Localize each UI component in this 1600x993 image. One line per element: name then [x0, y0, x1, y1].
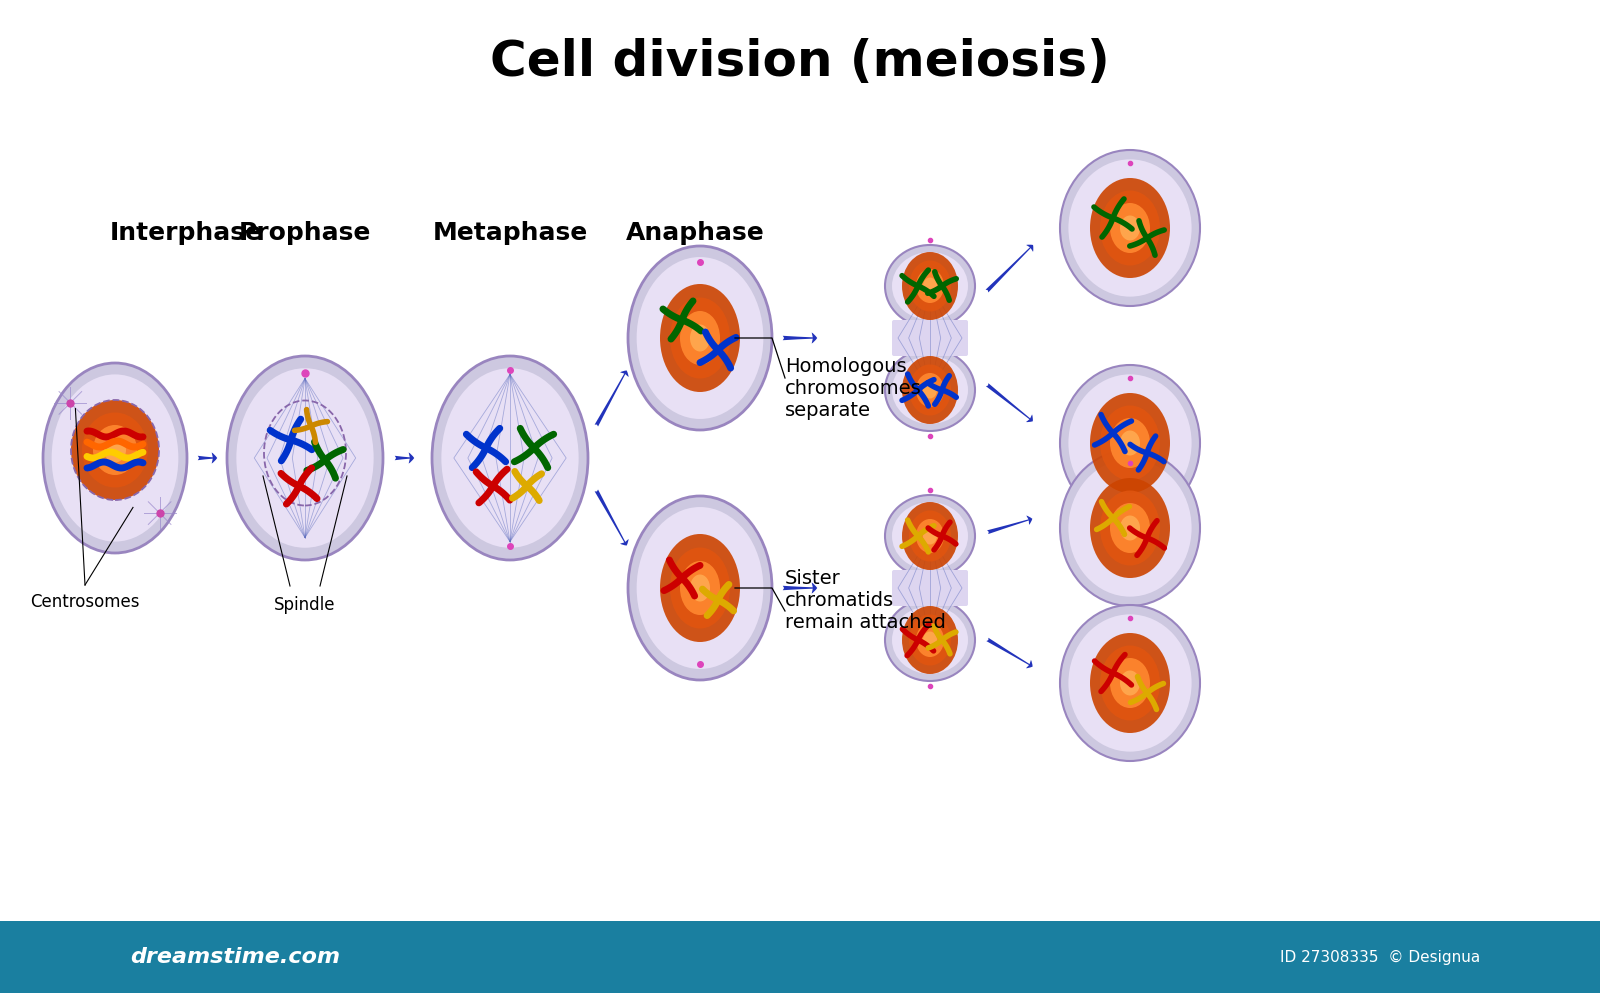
- Ellipse shape: [1110, 203, 1150, 253]
- Ellipse shape: [1101, 405, 1160, 481]
- Ellipse shape: [661, 534, 739, 642]
- Text: Prophase: Prophase: [238, 221, 371, 245]
- Text: Interphase: Interphase: [110, 221, 262, 245]
- Ellipse shape: [690, 325, 710, 352]
- Ellipse shape: [680, 561, 720, 615]
- Ellipse shape: [923, 527, 938, 544]
- Ellipse shape: [893, 356, 968, 424]
- Ellipse shape: [1120, 215, 1139, 240]
- Bar: [0, 921, 1600, 993]
- Ellipse shape: [82, 412, 147, 488]
- Ellipse shape: [1101, 645, 1160, 721]
- Ellipse shape: [909, 615, 950, 665]
- Ellipse shape: [915, 373, 944, 407]
- Ellipse shape: [902, 356, 958, 424]
- Ellipse shape: [885, 245, 974, 327]
- Ellipse shape: [93, 425, 138, 475]
- Text: Cell division (meiosis): Cell division (meiosis): [490, 38, 1110, 86]
- Ellipse shape: [893, 606, 968, 674]
- Ellipse shape: [1059, 450, 1200, 606]
- Text: ID 27308335  © Designua: ID 27308335 © Designua: [1280, 949, 1480, 964]
- Ellipse shape: [104, 438, 126, 463]
- Ellipse shape: [923, 632, 938, 648]
- Ellipse shape: [893, 252, 968, 320]
- Ellipse shape: [923, 381, 938, 398]
- Ellipse shape: [70, 400, 158, 500]
- Ellipse shape: [1110, 503, 1150, 553]
- Ellipse shape: [51, 374, 178, 541]
- FancyBboxPatch shape: [893, 320, 968, 356]
- Ellipse shape: [627, 246, 771, 430]
- Ellipse shape: [1059, 605, 1200, 761]
- Ellipse shape: [680, 311, 720, 365]
- Ellipse shape: [227, 356, 382, 560]
- Ellipse shape: [915, 623, 944, 657]
- Ellipse shape: [1090, 393, 1170, 493]
- Ellipse shape: [885, 349, 974, 431]
- Ellipse shape: [637, 507, 763, 669]
- Text: Centrosomes: Centrosomes: [30, 593, 139, 611]
- Ellipse shape: [1090, 178, 1170, 278]
- Ellipse shape: [1101, 191, 1160, 265]
- Ellipse shape: [1069, 460, 1192, 597]
- Ellipse shape: [432, 356, 589, 560]
- Ellipse shape: [1120, 515, 1139, 540]
- Ellipse shape: [902, 502, 958, 570]
- Ellipse shape: [885, 495, 974, 577]
- Text: Anaphase: Anaphase: [626, 221, 765, 245]
- Ellipse shape: [43, 363, 187, 553]
- Ellipse shape: [915, 269, 944, 303]
- Ellipse shape: [909, 510, 950, 561]
- Text: Spindle: Spindle: [274, 596, 336, 614]
- Ellipse shape: [1069, 159, 1192, 297]
- Ellipse shape: [1090, 478, 1170, 578]
- Ellipse shape: [1120, 670, 1139, 695]
- Ellipse shape: [1101, 491, 1160, 565]
- Ellipse shape: [670, 298, 730, 378]
- Ellipse shape: [690, 575, 710, 602]
- Ellipse shape: [442, 368, 579, 548]
- Ellipse shape: [1110, 658, 1150, 708]
- Ellipse shape: [1059, 150, 1200, 306]
- Ellipse shape: [885, 599, 974, 681]
- Ellipse shape: [902, 252, 958, 320]
- Ellipse shape: [902, 606, 958, 674]
- Text: dreamstime.com: dreamstime.com: [130, 947, 339, 967]
- Ellipse shape: [670, 547, 730, 629]
- Ellipse shape: [923, 277, 938, 295]
- Ellipse shape: [1069, 615, 1192, 752]
- Text: Sister
chromatids
remain attached: Sister chromatids remain attached: [786, 570, 946, 633]
- Ellipse shape: [1120, 431, 1139, 456]
- Ellipse shape: [915, 519, 944, 553]
- Ellipse shape: [1069, 374, 1192, 511]
- Ellipse shape: [637, 257, 763, 419]
- Text: Homologous
chromosomes
separate: Homologous chromosomes separate: [786, 356, 922, 419]
- Ellipse shape: [1110, 418, 1150, 468]
- Ellipse shape: [1090, 633, 1170, 733]
- Ellipse shape: [237, 368, 374, 548]
- Text: Metaphase: Metaphase: [432, 221, 587, 245]
- Ellipse shape: [661, 284, 739, 392]
- Ellipse shape: [893, 502, 968, 570]
- Ellipse shape: [909, 364, 950, 415]
- FancyBboxPatch shape: [893, 570, 968, 606]
- Ellipse shape: [627, 496, 771, 680]
- Ellipse shape: [1059, 365, 1200, 521]
- Ellipse shape: [909, 260, 950, 312]
